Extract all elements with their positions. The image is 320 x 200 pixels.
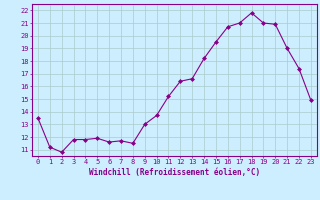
X-axis label: Windchill (Refroidissement éolien,°C): Windchill (Refroidissement éolien,°C) [89,168,260,177]
